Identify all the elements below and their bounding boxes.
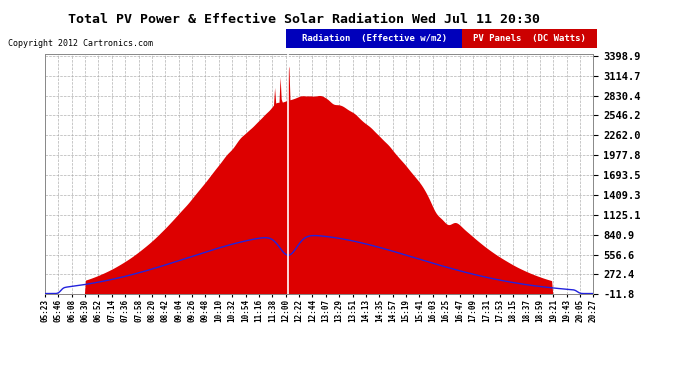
Text: PV Panels  (DC Watts): PV Panels (DC Watts) [473,34,586,43]
Text: Total PV Power & Effective Solar Radiation Wed Jul 11 20:30: Total PV Power & Effective Solar Radiati… [68,13,540,26]
Text: Copyright 2012 Cartronics.com: Copyright 2012 Cartronics.com [8,39,153,48]
Text: Radiation  (Effective w/m2): Radiation (Effective w/m2) [302,34,447,43]
